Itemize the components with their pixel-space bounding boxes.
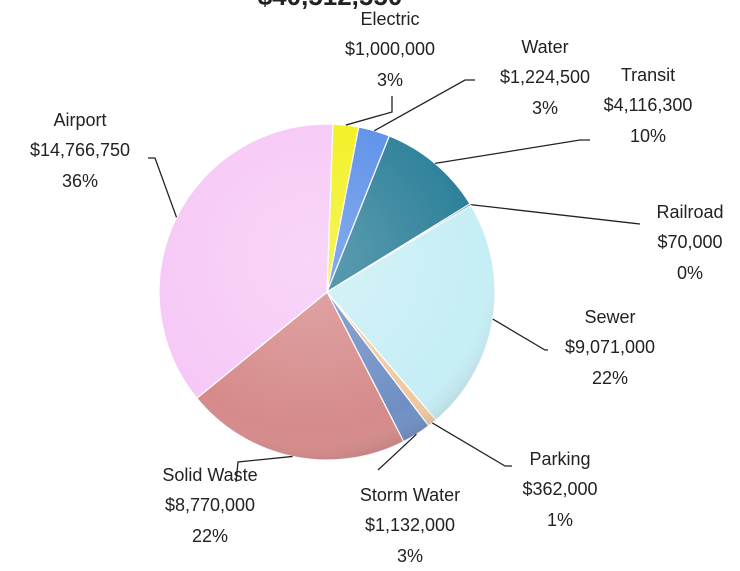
leader-line — [148, 157, 178, 218]
value-label: $4,116,300 — [604, 95, 693, 115]
leader-line — [431, 422, 512, 467]
slice-label: Airport — [53, 110, 106, 130]
chart-title: $40,512,550 — [258, 0, 403, 11]
leader-line — [470, 203, 641, 225]
value-label: $1,000,000 — [345, 39, 435, 59]
value-label: $9,071,000 — [565, 337, 655, 357]
percent-label: 1% — [547, 510, 573, 530]
value-label: $14,766,750 — [30, 140, 130, 160]
slice-label: Parking — [529, 449, 590, 469]
leader-line — [345, 96, 393, 126]
value-label: $1,132,000 — [365, 515, 455, 535]
value-label: $8,770,000 — [165, 495, 255, 515]
slice-label: Transit — [621, 65, 675, 85]
slice-label: Railroad — [656, 202, 723, 222]
value-label: $70,000 — [657, 232, 722, 252]
percent-label: 22% — [192, 526, 228, 546]
percent-label: 3% — [377, 70, 403, 90]
slice-label: Storm Water — [360, 485, 460, 505]
percent-label: 36% — [62, 171, 98, 191]
value-label: $362,000 — [522, 479, 597, 499]
percent-label: 10% — [630, 126, 666, 146]
slice-label: Solid Waste — [162, 465, 257, 485]
percent-label: 22% — [592, 368, 628, 388]
value-label: $1,224,500 — [500, 67, 590, 87]
percent-label: 0% — [677, 263, 703, 283]
percent-label: 3% — [397, 546, 423, 566]
slice-label: Electric — [360, 9, 419, 29]
leader-line — [492, 318, 548, 351]
slice-label: Water — [521, 37, 568, 57]
slice-label: Sewer — [584, 307, 635, 327]
leader-line — [373, 79, 475, 132]
leader-line — [435, 139, 590, 165]
percent-label: 3% — [532, 98, 558, 118]
